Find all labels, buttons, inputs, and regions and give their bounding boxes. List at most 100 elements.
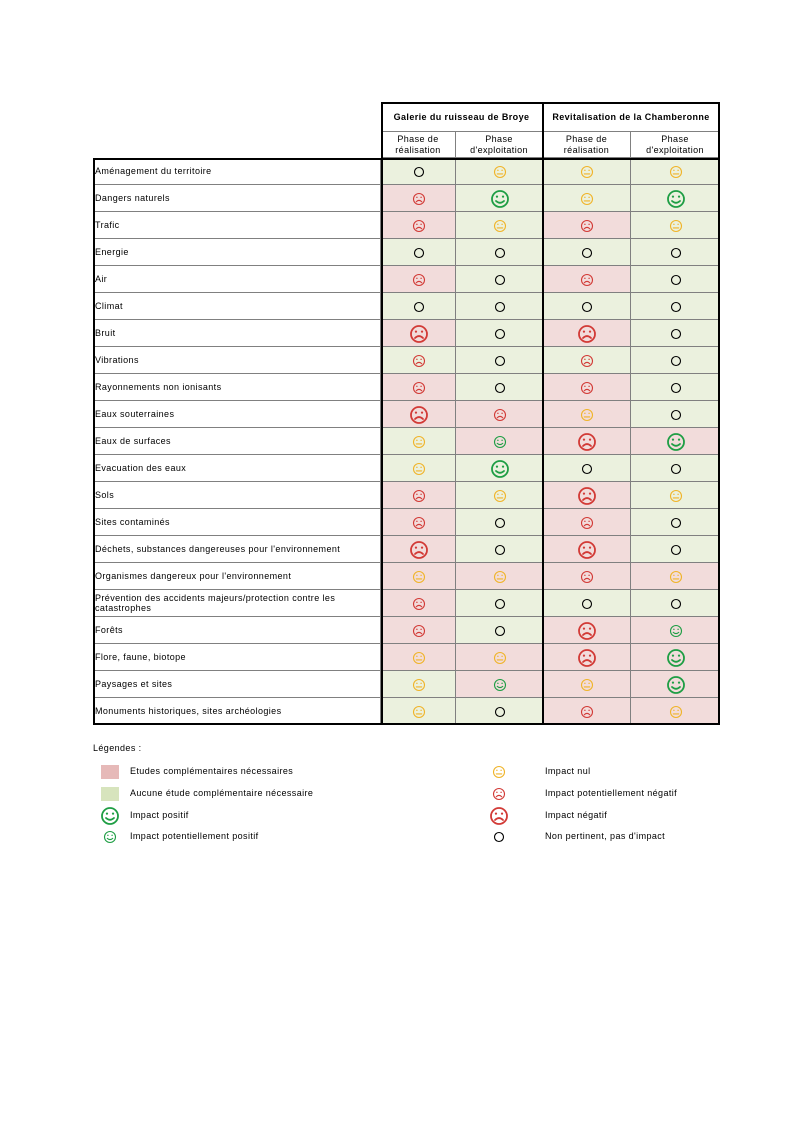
row-label: Vibrations	[93, 347, 381, 374]
cell	[456, 347, 543, 374]
impact-icon	[581, 463, 593, 474]
legend-title: Légendes :	[93, 743, 142, 753]
impact-icon	[670, 247, 681, 258]
cell	[631, 536, 720, 563]
cell	[543, 374, 631, 401]
cell	[381, 644, 456, 671]
row-label: Forêts	[93, 617, 381, 644]
row-label: Paysages et sites	[93, 671, 381, 698]
impact-icon	[578, 621, 596, 640]
row-label: Monuments historiques, sites archéologie…	[93, 698, 381, 725]
row-label: Energie	[93, 239, 381, 266]
cell	[456, 293, 543, 320]
impact-icon	[412, 354, 425, 367]
group-header: Revitalisation de la Chamberonne	[543, 102, 720, 132]
impact-icon	[412, 192, 425, 205]
cell	[456, 212, 543, 239]
impact-icon	[412, 219, 425, 232]
impact-icon	[490, 459, 509, 478]
phase-header: Phase de réalisation	[381, 132, 456, 158]
legend-swatch	[101, 787, 119, 801]
legend-swatch	[101, 765, 119, 779]
row-label: Evacuation des eaux	[93, 455, 381, 482]
impact-icon	[580, 408, 594, 421]
impact-icon	[666, 432, 685, 451]
impact-icon	[412, 570, 425, 583]
impact-icon	[409, 540, 428, 559]
impact-icon	[413, 247, 424, 258]
cell	[543, 266, 631, 293]
impact-icon	[412, 435, 425, 448]
cell	[381, 320, 456, 347]
impact-icon	[493, 489, 506, 502]
legend-label: Impact potentiellement négatif	[545, 788, 678, 798]
cell	[543, 347, 631, 374]
cell	[381, 455, 456, 482]
impact-icon	[670, 328, 681, 339]
impact-icon	[670, 274, 681, 285]
impact-icon	[413, 301, 424, 312]
impact-icon	[492, 765, 506, 779]
cell	[631, 509, 720, 536]
cell	[631, 644, 720, 671]
cell	[456, 455, 543, 482]
impact-icon	[493, 831, 505, 843]
impact-icon	[412, 516, 425, 529]
impact-icon	[413, 166, 424, 177]
legend-label: Impact négatif	[545, 810, 608, 820]
impact-icon	[581, 598, 593, 609]
cell	[456, 617, 543, 644]
cell	[381, 698, 456, 725]
impact-icon	[580, 516, 594, 529]
impact-icon	[578, 486, 596, 505]
cell	[381, 428, 456, 455]
cell	[381, 401, 456, 428]
legend-label: Aucune étude complémentaire nécessaire	[130, 788, 314, 798]
phase-header: Phase d'exploitation	[456, 132, 543, 158]
impact-icon	[412, 597, 425, 610]
cell	[631, 698, 720, 725]
cell	[631, 239, 720, 266]
cell	[456, 590, 543, 617]
row-label: Trafic	[93, 212, 381, 239]
cell	[543, 239, 631, 266]
cell	[631, 374, 720, 401]
cell	[543, 698, 631, 725]
cell	[631, 293, 720, 320]
cell	[543, 509, 631, 536]
impact-icon	[409, 324, 428, 343]
cell	[631, 482, 720, 509]
cell	[631, 158, 720, 185]
cell	[543, 482, 631, 509]
cell	[543, 563, 631, 590]
cell	[381, 293, 456, 320]
impact-icon	[580, 678, 594, 691]
impact-icon	[409, 405, 428, 424]
cell	[631, 428, 720, 455]
impact-icon	[494, 328, 505, 339]
row-label: Sites contaminés	[93, 509, 381, 536]
impact-icon	[670, 382, 681, 393]
impact-icon	[670, 463, 681, 474]
cell	[631, 671, 720, 698]
cell	[381, 185, 456, 212]
impact-icon	[494, 274, 505, 285]
cell	[543, 428, 631, 455]
impact-icon	[494, 544, 505, 555]
cell	[381, 509, 456, 536]
impact-icon	[666, 648, 685, 667]
cell	[456, 428, 543, 455]
impact-icon	[669, 489, 682, 502]
row-label: Flore, faune, biotope	[93, 644, 381, 671]
cell	[456, 536, 543, 563]
impact-icon	[412, 651, 425, 664]
impact-icon	[580, 192, 594, 205]
impact-icon	[490, 189, 509, 208]
impact-icon	[580, 219, 594, 232]
cell	[456, 698, 543, 725]
impact-icon	[580, 165, 594, 178]
impact-icon	[494, 301, 505, 312]
impact-icon	[412, 678, 425, 691]
row-label: Dangers naturels	[93, 185, 381, 212]
